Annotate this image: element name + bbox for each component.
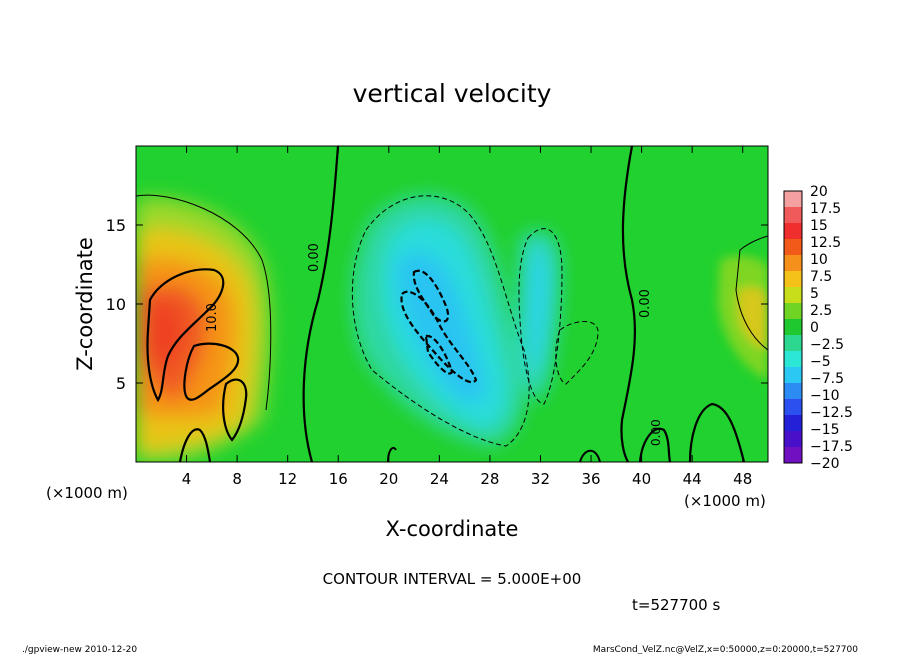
contour-ten-2 (183, 342, 240, 401)
colorbar-label: −17.5 (810, 439, 853, 455)
contour-ten-1 (146, 268, 225, 403)
contour-zero-bottom-1 (178, 428, 212, 462)
contour-label: 10.0 (205, 303, 220, 332)
contour-neg10-2 (400, 290, 478, 384)
contour-neg10-3 (424, 334, 454, 375)
colorbar-label: 17.5 (810, 201, 841, 217)
x-tick-label: 20 (379, 470, 398, 488)
colorbar-swatch (784, 271, 802, 288)
colorbar: 2017.51512.5107.552.50−2.5−5−7.5−10−12.5… (783, 184, 853, 472)
time-text: t=527700 s (632, 596, 720, 614)
x-tick-label: 16 (329, 470, 348, 488)
colorbar-label: −15 (810, 422, 840, 438)
colorbar-label: −5 (810, 354, 831, 370)
x-axis: 4 8 12 16 20 24 28 32 36 40 44 48 (182, 146, 752, 488)
y-tick-label: 5 (116, 374, 126, 393)
x-tick-label: 24 (430, 470, 449, 488)
colorbar-label: 5 (810, 286, 819, 302)
contour-label-group: 0.00 10.0 0.00 0.00 (205, 243, 663, 446)
contour-neg5-3 (555, 321, 599, 385)
contour-label: 0.00 (307, 243, 322, 272)
x-tick-label: 40 (632, 470, 651, 488)
colorbar-label: −2.5 (810, 337, 844, 353)
x-axis-label: X-coordinate (386, 517, 519, 541)
colorbar-swatch (784, 447, 802, 464)
x-tick-label: 36 (581, 470, 600, 488)
y-tick-label: 15 (106, 216, 126, 235)
contour-neg5-1 (351, 195, 530, 447)
contour-zero-left (302, 146, 340, 462)
x-unit-label-left: (×1000 m) (46, 484, 128, 502)
x-tick-label: 48 (733, 470, 752, 488)
contour-neg5-2 (518, 228, 563, 405)
contour-zero-bottom-4 (387, 446, 397, 462)
contour-ten-3 (222, 378, 248, 442)
colorbar-label: −10 (810, 388, 840, 404)
colorbar-label: 7.5 (810, 269, 832, 285)
colorbar-swatch (784, 191, 802, 208)
x-tick-label: 4 (182, 470, 192, 488)
colorbar-frame (783, 190, 803, 464)
contour-lines (136, 146, 768, 462)
x-tick-label: 12 (278, 470, 297, 488)
colorbar-swatch (784, 303, 802, 320)
colorbar-label: −12.5 (810, 405, 853, 421)
contour-zero-bottom-3 (688, 402, 746, 462)
x-tick-label: 28 (480, 470, 499, 488)
colorbar-swatch (784, 383, 802, 400)
colorbar-label: 15 (810, 218, 828, 234)
footer-right: MarsCond_VelZ.nc@VelZ,x=0:50000,z=0:2000… (593, 645, 858, 654)
contour-neg10-1 (412, 269, 450, 323)
colorbar-label: 0 (810, 320, 819, 336)
x-tick-label: 44 (683, 470, 702, 488)
footer-left: ./gpview-new 2010-12-20 (22, 645, 137, 654)
colorbar-swatch (784, 367, 802, 384)
colorbar-swatch (784, 351, 802, 368)
updraft-region (136, 197, 271, 462)
contour-zero-bottom-2 (638, 427, 672, 462)
colorbar-swatch (784, 239, 802, 256)
colorbar-label: −7.5 (810, 371, 844, 387)
y-tick-label: 10 (106, 295, 126, 314)
colorbar-swatch (784, 287, 802, 304)
contour-small-pos-left (136, 194, 272, 411)
contour-zero-bottom-5 (579, 449, 601, 462)
colorbar-swatch (784, 399, 802, 416)
y-axis: 5 10 15 (106, 216, 768, 393)
colorbar-label: 20 (810, 184, 828, 200)
colorbar-label: −20 (810, 456, 840, 472)
colorbar-label: 2.5 (810, 303, 832, 319)
contour-label: 0.00 (649, 419, 663, 446)
contour-interval-text: CONTOUR INTERVAL = 5.000E+00 (323, 570, 582, 588)
x-tick-label: 8 (232, 470, 242, 488)
colorbar-label: 12.5 (810, 235, 841, 251)
x-unit-label-right: (×1000 m) (684, 492, 766, 510)
y-axis-label: Z-coordinate (73, 237, 97, 371)
colorbar-label: 10 (810, 252, 828, 268)
colorbar-swatch (784, 431, 802, 448)
contour-label: 0.00 (638, 289, 653, 318)
plot-area: 0.00 10.0 0.00 0.00 (136, 146, 768, 462)
colorbar-swatch (784, 255, 802, 272)
chart-title: vertical velocity (353, 79, 552, 108)
colorbar-swatch (784, 319, 802, 336)
x-tick-label: 32 (531, 470, 550, 488)
contour-zero-right (620, 146, 637, 462)
colorbar-swatch (784, 223, 802, 240)
colorbar-swatch (784, 415, 802, 432)
colorbar-swatch (784, 207, 802, 224)
colorbar-swatch (784, 335, 802, 352)
